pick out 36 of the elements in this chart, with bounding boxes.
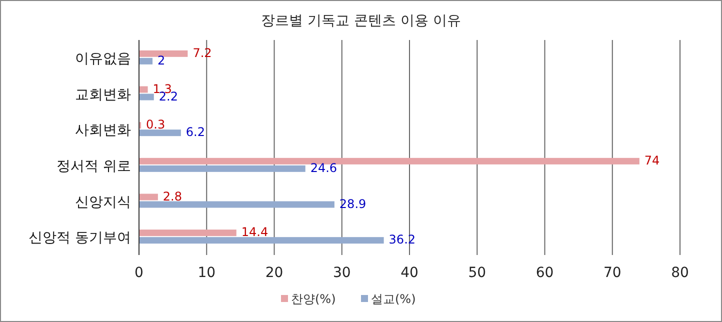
data-label: 14.4 <box>241 225 268 240</box>
x-tick-label: 70 <box>603 265 622 281</box>
bar <box>139 130 181 136</box>
x-tick-label: 60 <box>536 265 554 281</box>
y-tick-label: 정서적 위로 <box>56 158 131 174</box>
y-tick-label: 교회변화 <box>75 86 131 103</box>
y-tick-label: 신앙지식 <box>75 194 131 210</box>
data-label: 6.2 <box>186 125 206 140</box>
x-tick-label: 40 <box>400 265 418 281</box>
bar <box>139 50 188 57</box>
x-tick-label: 50 <box>468 265 486 281</box>
bar <box>139 201 334 208</box>
bar <box>139 158 640 164</box>
bar <box>139 230 236 236</box>
data-label: 0.3 <box>146 118 166 132</box>
data-label: 2.8 <box>162 189 182 204</box>
bar <box>139 165 306 172</box>
bar <box>139 94 154 100</box>
bar <box>139 194 158 200</box>
y-tick-label: 사회변화 <box>75 122 131 139</box>
bar <box>139 58 153 64</box>
legend-label: 설교(%) <box>371 292 416 306</box>
data-label: 24.6 <box>310 160 338 175</box>
bar <box>139 237 384 244</box>
data-label: 74 <box>644 153 660 168</box>
bar <box>139 86 148 93</box>
y-tick-label: 신앙적 동기부여 <box>28 230 131 246</box>
x-tick-label: 0 <box>134 265 144 281</box>
x-tick-label: 10 <box>198 265 216 281</box>
x-tick-label: 20 <box>265 265 284 281</box>
chart-title: 장르별 기독교 콘텐츠 이용 이유 <box>261 13 461 29</box>
legend-label: 찬양(%) <box>291 292 336 306</box>
data-label: 2 <box>158 53 166 68</box>
x-tick-label: 80 <box>671 265 689 281</box>
x-tick-label: 30 <box>332 265 351 281</box>
y-tick-label: 이유없음 <box>75 50 131 67</box>
